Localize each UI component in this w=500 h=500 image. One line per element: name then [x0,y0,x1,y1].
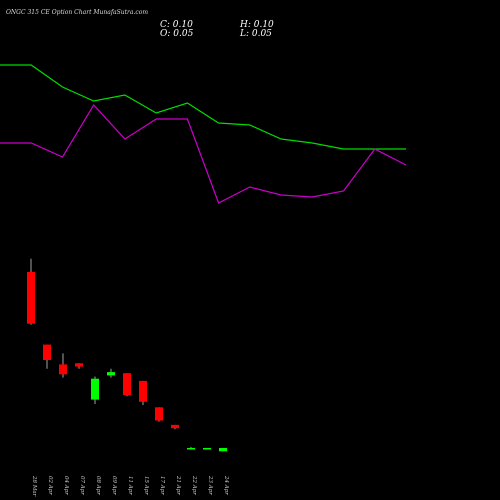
candle-11-apr [123,373,131,397]
candle-28-mar [27,258,35,325]
candle-17-apr [155,407,163,422]
candle-body [27,272,35,324]
candle-body [187,448,195,450]
candle-body [75,363,83,367]
x-tick-label: 22 Apr [191,475,197,495]
candle-22-apr [187,446,195,450]
x-tick-label: 09 Apr [111,476,117,495]
candle-body [219,448,227,452]
candle-body [91,378,99,400]
x-tick-label: 07 Apr [79,476,85,495]
x-tick-label: 15 Apr [143,476,149,495]
candle-04-apr [59,353,67,378]
low-value: L: 0.05 [240,29,272,39]
candle-body [107,372,115,376]
chart-title: ONGC 315 CE Option Chart MunafaSutra.com [6,9,149,16]
x-tick-label: 28 Mar [31,475,37,497]
close-value: C: 0.10 [160,20,193,30]
x-tick-label: 02 Apr [47,476,53,495]
x-tick-label: 08 Apr [95,476,101,495]
x-tick-label: 17 Apr [159,476,165,495]
high-value: H: 0.10 [240,20,274,30]
candle-23-apr [203,448,211,450]
candle-body [123,373,131,396]
candle-body [203,448,211,450]
candle-24-apr [219,448,227,452]
candle-07-apr [75,363,83,369]
candle-02-apr [43,344,51,369]
x-tick-label: 21 Apr [175,475,181,495]
overlay-line-1 [0,64,406,150]
candle-body [43,344,51,360]
candle-15-apr [139,380,147,406]
x-tick-label: 23 Apr [207,475,213,495]
candle-body [171,424,179,429]
candle-09-apr [107,368,115,378]
candle-body [155,407,163,421]
x-tick-label: 04 Apr [63,476,69,495]
x-tick-label: 24 Apr [223,475,229,495]
candle-21-apr [171,424,179,430]
candle-body [139,380,147,402]
candle-08-apr [91,376,99,404]
open-value: O: 0.05 [160,29,194,39]
overlay-line-2 [0,104,407,204]
candle-body [59,364,67,375]
x-tick-label: 11 Apr [127,476,133,495]
